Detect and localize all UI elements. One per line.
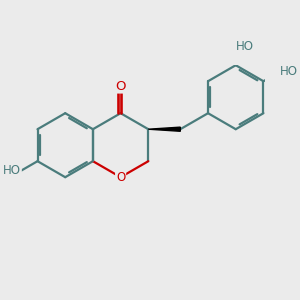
Text: HO: HO	[3, 164, 21, 177]
Text: O: O	[116, 80, 126, 92]
Text: HO: HO	[280, 65, 298, 78]
Polygon shape	[148, 127, 180, 131]
Text: O: O	[116, 171, 125, 184]
Text: HO: HO	[236, 40, 254, 52]
